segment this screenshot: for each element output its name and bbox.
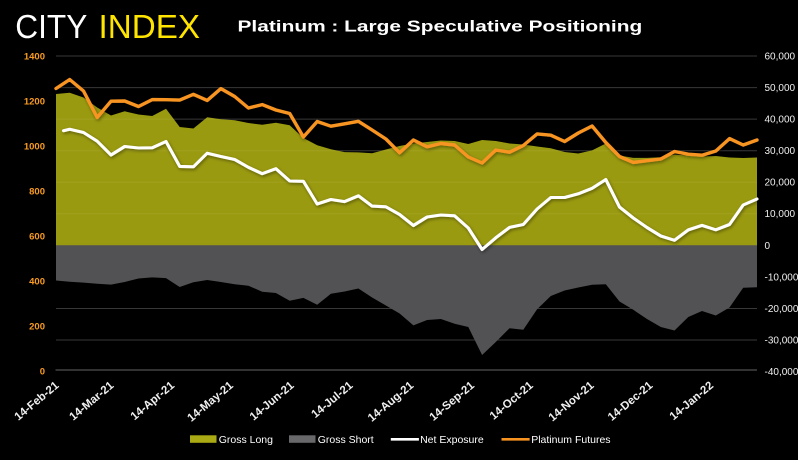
svg-text:-30,000: -30,000 [765, 335, 798, 346]
svg-text:-20,000: -20,000 [765, 304, 798, 315]
svg-text:INDEX: INDEX [99, 8, 201, 45]
svg-text:600: 600 [29, 231, 45, 242]
svg-text:Gross Short: Gross Short [318, 434, 374, 446]
svg-text:CITY: CITY [15, 8, 87, 45]
svg-text:Gross Long: Gross Long [219, 434, 273, 446]
svg-text:1000: 1000 [24, 141, 45, 152]
svg-text:Net Exposure: Net Exposure [420, 434, 484, 446]
svg-text:Platinum : Large Speculative P: Platinum : Large Speculative Positioning [238, 19, 643, 36]
svg-text:1400: 1400 [24, 51, 45, 62]
svg-text:400: 400 [29, 276, 45, 287]
svg-text:200: 200 [29, 321, 45, 332]
svg-text:Platinum Futures: Platinum Futures [531, 434, 610, 446]
svg-text:50,000: 50,000 [765, 83, 796, 94]
svg-text:0: 0 [40, 366, 45, 377]
svg-text:30,000: 30,000 [765, 146, 796, 157]
svg-text:1200: 1200 [24, 96, 45, 107]
svg-text:40,000: 40,000 [765, 115, 796, 126]
svg-text:10,000: 10,000 [765, 209, 796, 220]
svg-text:20,000: 20,000 [765, 178, 796, 189]
svg-text:-40,000: -40,000 [765, 367, 798, 378]
svg-text:-10,000: -10,000 [765, 272, 798, 283]
svg-text:60,000: 60,000 [765, 51, 796, 62]
svg-text:800: 800 [29, 186, 45, 197]
svg-text:0: 0 [765, 241, 771, 252]
